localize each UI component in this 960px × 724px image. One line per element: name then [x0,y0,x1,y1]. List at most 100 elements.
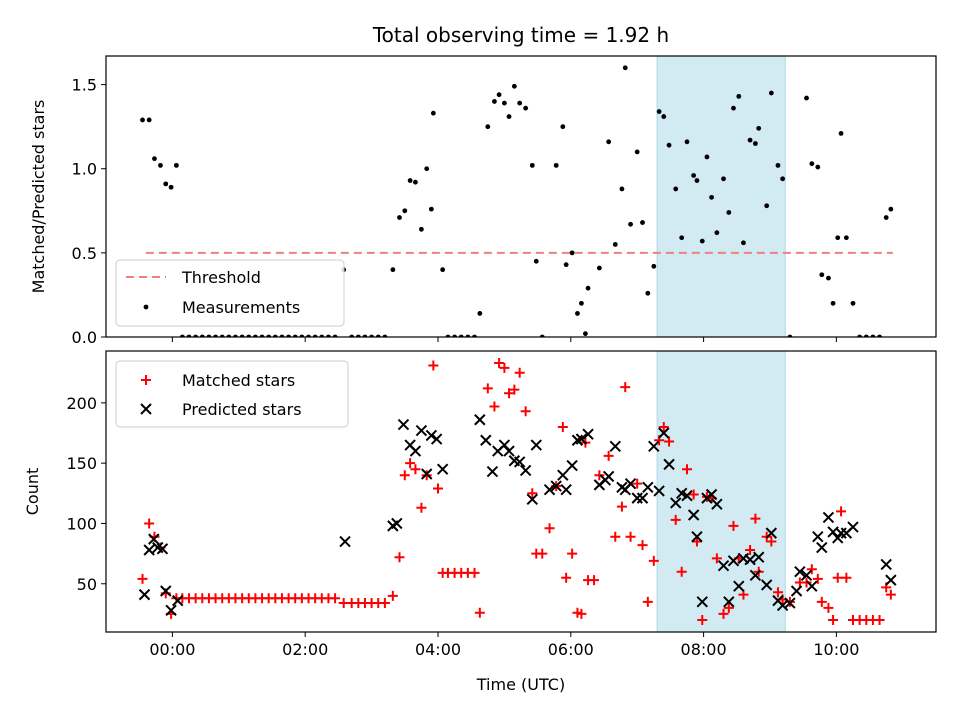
data-point [760,579,773,591]
data-point [883,215,889,220]
data-point [709,194,714,200]
data-point [550,480,562,492]
data-point [691,173,697,178]
data-point [666,142,672,148]
data-point [137,573,148,584]
data-point [721,176,726,182]
data-point [502,100,507,106]
data-point [830,300,836,306]
data-point [766,536,777,547]
data-point [428,206,434,212]
data-point [888,206,894,212]
data-point [606,139,612,145]
data-point [560,124,566,130]
data-point [511,83,517,89]
data-point [557,421,568,432]
data-point [158,162,163,168]
data-point [589,575,600,586]
data-point [421,468,433,480]
data-point [527,488,538,499]
y-tick-label: 50 [77,575,97,594]
data-point [339,535,351,548]
data-point [648,555,659,566]
data-point [741,240,746,246]
y-tick-label: 1.5 [72,76,97,95]
data-point [640,220,645,225]
data-point [514,367,525,378]
y-axis-label: Count [23,468,42,516]
data-point [676,566,687,577]
data-point [812,531,824,543]
data-point [165,604,177,616]
data-point [424,166,430,172]
data-point [750,513,761,524]
data-point [726,210,732,215]
data-point [612,242,618,247]
data-point [622,65,628,71]
data-point [480,434,492,446]
data-point [704,154,710,160]
plot-area [137,351,897,632]
data-point [828,614,839,625]
data-point [560,483,572,496]
data-point [736,93,742,99]
data-point [156,543,169,555]
x-tick-label: 04:00 [415,640,461,659]
data-point [832,532,844,544]
data-point [402,208,408,214]
data-point [143,544,155,556]
y-tick-label: 200 [66,394,97,413]
data-point [168,184,174,190]
data-point [387,590,398,601]
data-point [632,478,643,489]
data-point [691,536,702,547]
legend-predicted-swatch [140,403,152,415]
data-point [880,558,892,571]
data-point [648,440,660,452]
data-point [711,553,722,564]
data-point [841,572,852,583]
y-tick-label: 150 [66,454,97,473]
data-point [602,470,615,483]
legend-matched-swatch [141,375,151,385]
data-point [543,483,556,496]
bottom-panel: 50 100 150 200 00:00 02:00 04:00 06:00 08:00 10:0… [23,350,937,694]
series-measurements [140,65,894,337]
data-point [794,565,806,578]
data-point [436,463,449,475]
x-tick-label: 08:00 [681,640,727,659]
data-point [816,541,828,554]
data-point [523,105,529,111]
data-point [809,161,815,167]
data-point [415,424,428,437]
data-point [391,517,403,530]
data-point [634,149,640,155]
data-point [847,521,859,533]
data-point [705,488,718,501]
data-point [482,383,493,394]
data-point [843,235,849,241]
data-point [697,614,708,625]
y-tick-label: 0.5 [72,244,97,263]
data-point [673,186,679,192]
data-point [682,464,692,475]
data-point [836,506,847,517]
data-point [509,384,520,395]
data-point [772,587,783,598]
data-point [784,597,796,609]
data-point [496,92,502,98]
data-point [575,311,580,316]
legend: Threshold Measurements [115,259,345,327]
data-point [775,162,781,168]
data-point [561,572,572,583]
legend-box [115,259,345,327]
data-point [687,509,700,521]
data-point [874,614,885,625]
data-point [749,569,762,582]
data-point [563,262,569,268]
data-point [651,263,657,269]
data-point [656,109,662,114]
data-point [642,481,654,493]
data-point [624,477,637,490]
